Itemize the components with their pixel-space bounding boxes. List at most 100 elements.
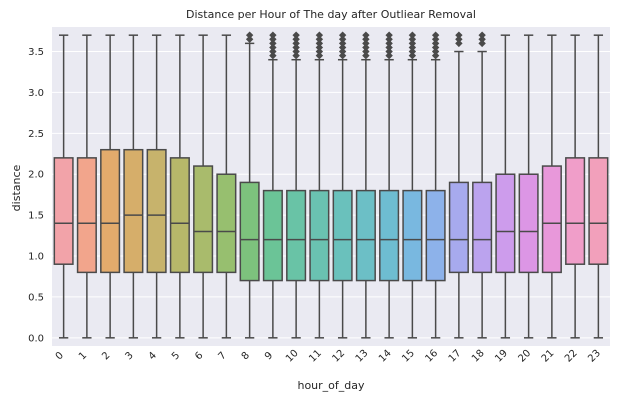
- box-iqr: [286, 189, 307, 282]
- box-hour-8: [239, 31, 260, 339]
- box-iqr: [495, 173, 516, 274]
- box-hour-18: [472, 31, 493, 339]
- outlier-point: [362, 31, 370, 39]
- box-iqr: [309, 189, 330, 282]
- x-tick-label-21: 21: [540, 348, 557, 365]
- x-tick-label-19: 19: [493, 348, 510, 365]
- x-axis-title: hour_of_day: [297, 379, 365, 392]
- box-hour-2: [100, 34, 121, 339]
- box-iqr: [262, 189, 283, 282]
- box-iqr: [239, 181, 260, 282]
- x-tick-label-4: 4: [147, 350, 159, 362]
- box-iqr: [379, 189, 400, 282]
- y-tick-label-2: 1.0: [28, 252, 44, 263]
- box-hour-21: [541, 34, 562, 339]
- x-tick-label-14: 14: [377, 348, 394, 365]
- y-tick-label-5: 2.5: [28, 129, 44, 140]
- box-hour-4: [146, 34, 167, 339]
- gridlines: [52, 51, 610, 339]
- x-tick-label-6: 6: [193, 350, 205, 362]
- y-tick-label-6: 3.0: [28, 88, 44, 99]
- y-tick-label-1: 0.5: [28, 292, 44, 303]
- y-tick-label-0: 0.0: [28, 333, 44, 344]
- plot-area: [52, 27, 610, 346]
- box-iqr: [123, 148, 144, 274]
- outlier-point: [245, 31, 254, 39]
- outlier-point: [315, 31, 324, 39]
- y-axis-title: distance: [10, 164, 23, 211]
- x-tick-label-0: 0: [54, 350, 66, 362]
- x-tick-label-8: 8: [240, 350, 252, 362]
- box-hour-3: [123, 34, 144, 339]
- x-tick-label-2: 2: [100, 350, 112, 362]
- box-iqr: [472, 181, 493, 274]
- box-hour-20: [518, 34, 539, 339]
- x-tick-label-9: 9: [263, 350, 275, 362]
- x-tick-label-10: 10: [284, 348, 301, 365]
- box-iqr: [425, 189, 446, 282]
- box-iqr: [216, 173, 237, 274]
- x-tick-label-12: 12: [330, 348, 347, 365]
- box-iqr: [541, 165, 562, 274]
- box-iqr: [565, 157, 586, 265]
- x-tick-label-11: 11: [307, 348, 324, 365]
- box-iqr: [193, 165, 214, 274]
- box-iqr: [146, 148, 167, 274]
- box-hour-16: [425, 31, 446, 339]
- y-tick-label-7: 3.5: [28, 47, 44, 58]
- outlier-point: [292, 31, 300, 39]
- boxes: [53, 31, 609, 339]
- x-tick-label-15: 15: [400, 348, 417, 365]
- box-hour-5: [169, 34, 190, 339]
- x-tick-label-13: 13: [354, 348, 371, 365]
- x-tick-label-18: 18: [470, 348, 487, 365]
- box-hour-11: [309, 31, 330, 339]
- box-hour-12: [332, 31, 353, 339]
- outlier-point: [478, 31, 486, 39]
- outlier-point: [385, 31, 393, 39]
- box-hour-9: [262, 31, 283, 339]
- x-tick-label-23: 23: [586, 348, 603, 365]
- box-iqr: [448, 181, 469, 274]
- box-iqr: [588, 157, 609, 265]
- y-tick-label-4: 2.0: [28, 170, 44, 181]
- x-tick-label-1: 1: [77, 350, 89, 362]
- box-hour-15: [402, 31, 423, 339]
- box-hour-6: [193, 34, 214, 339]
- box-iqr: [402, 189, 423, 282]
- outlier-point: [408, 31, 417, 39]
- box-hour-13: [355, 31, 376, 339]
- box-hour-17: [448, 31, 469, 339]
- outlier-point: [269, 31, 277, 39]
- y-axis-ticks: 0.0 0.5 1.0 1.5 2.0 2.5 3.0 3.5: [28, 47, 44, 344]
- outlier-point: [455, 31, 463, 39]
- x-tick-label-16: 16: [423, 348, 440, 365]
- box-hour-0: [53, 34, 74, 339]
- x-tick-label-5: 5: [170, 350, 182, 362]
- box-iqr: [76, 157, 97, 274]
- box-hour-1: [76, 34, 97, 339]
- x-tick-label-22: 22: [563, 348, 580, 365]
- outlier-point: [431, 31, 440, 39]
- x-tick-label-3: 3: [123, 350, 135, 362]
- box-iqr: [332, 189, 353, 282]
- box-iqr: [169, 157, 190, 274]
- box-hour-7: [216, 34, 237, 339]
- x-tick-label-20: 20: [516, 348, 533, 365]
- box-iqr: [100, 148, 121, 274]
- box-hour-23: [588, 34, 609, 339]
- outlier-point: [338, 31, 347, 39]
- box-iqr: [355, 189, 376, 282]
- chart-title: Distance per Hour of The day after Outli…: [186, 8, 476, 21]
- box-hour-22: [565, 34, 586, 339]
- box-hour-19: [495, 34, 516, 339]
- x-tick-label-17: 17: [447, 348, 464, 365]
- x-tick-label-7: 7: [216, 350, 228, 362]
- x-axis-ticks: 0 1 2 3 4 5 6 7 8 9 10 11 12 13 14 15 16 17 18 19 20 21 22 23: [54, 348, 603, 365]
- box-iqr: [53, 157, 74, 265]
- box-hour-10: [286, 31, 307, 339]
- box-iqr: [518, 173, 539, 274]
- y-tick-label-3: 1.5: [28, 211, 44, 222]
